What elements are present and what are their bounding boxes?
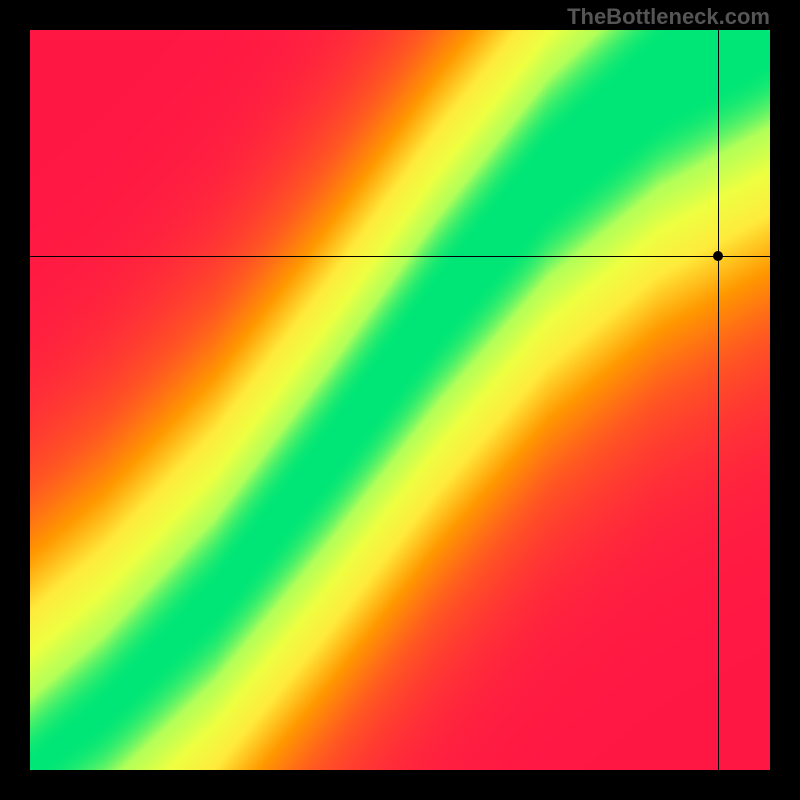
crosshair-vertical (718, 30, 719, 770)
bottleneck-heatmap (30, 30, 770, 770)
crosshair-horizontal (30, 256, 770, 257)
watermark-text: TheBottleneck.com (567, 4, 770, 30)
heatmap-canvas (30, 30, 770, 770)
crosshair-marker (713, 251, 723, 261)
